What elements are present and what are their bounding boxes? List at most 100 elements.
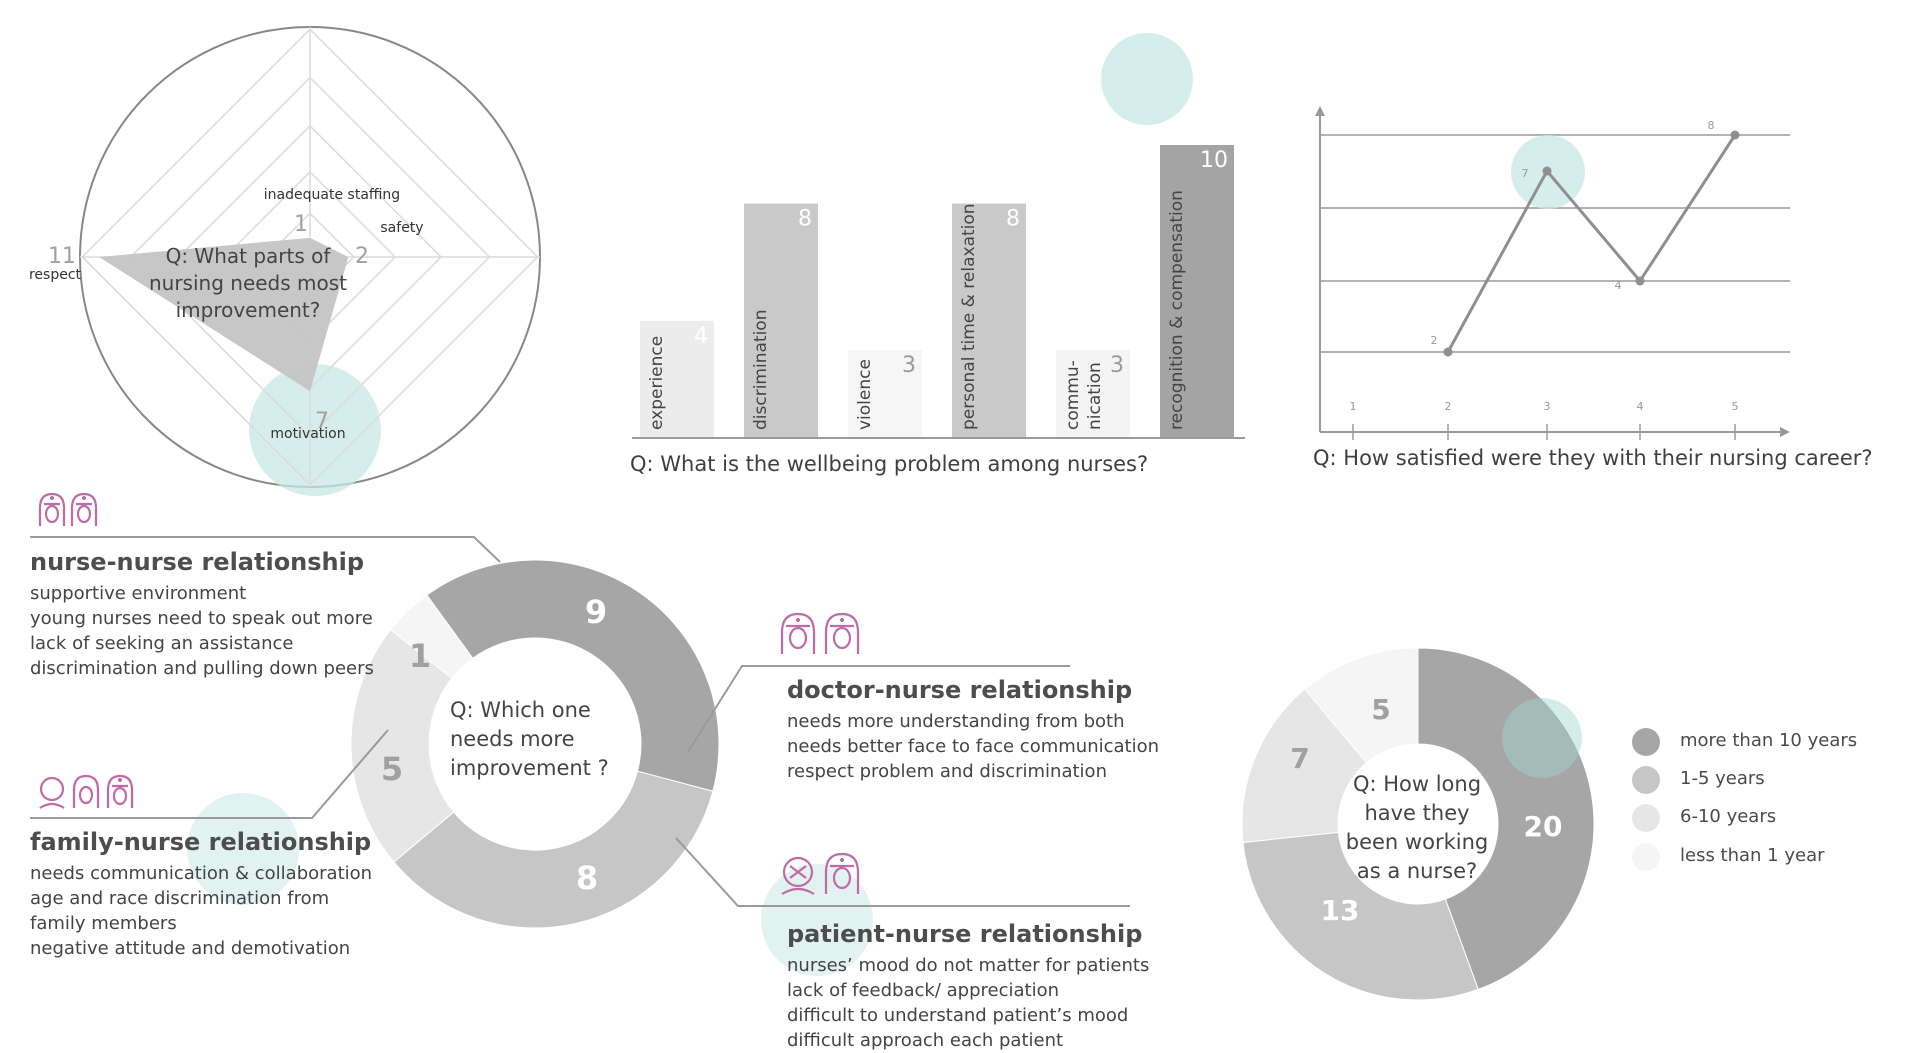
- bar-value-label: 8: [798, 207, 812, 232]
- donut-slice: [350, 629, 455, 863]
- donut-value-label: 5: [381, 750, 403, 788]
- family-icon: [39, 774, 134, 809]
- nurse-relationship-list: supportive environment young nurses need…: [30, 581, 374, 681]
- patient-nurse-icon: [781, 852, 860, 895]
- legend-label: more than 10 years: [1680, 730, 1858, 751]
- bar-category-label: recognition & compensation: [1167, 190, 1187, 430]
- radar-data-area: [99, 237, 349, 392]
- line-chart-title: Q: How satisfied were they with their nu…: [1313, 446, 1873, 470]
- radar-axis-label: inadequate staffing: [264, 187, 400, 203]
- bar-category-label: discrimination: [751, 310, 771, 430]
- patient-relationship-list: nurses’ mood do not matter for patients …: [787, 953, 1149, 1053]
- years-highlight-circle: [1502, 698, 1582, 778]
- list-item: age and race discrimination from: [30, 888, 330, 909]
- bar-category-label: experience: [647, 336, 667, 430]
- line-x-tick-label: 3: [1544, 400, 1551, 413]
- donut-value-label: 20: [1524, 810, 1563, 843]
- connector-family: [30, 729, 389, 819]
- list-item: needs communication & collaboration: [30, 863, 373, 884]
- line-y-arrow: [1315, 106, 1325, 116]
- bar-value-label: 4: [694, 324, 708, 349]
- bar-category-label: personal time & relaxation: [959, 203, 979, 430]
- list-item: lack of feedback/ appreciation: [787, 980, 1059, 1001]
- line-x-tick-label: 4: [1637, 400, 1644, 413]
- family-relationship-title: family-nurse relationship: [30, 828, 372, 856]
- line-point: [1443, 347, 1453, 357]
- donut-slice: [1242, 831, 1479, 1001]
- bar: [952, 203, 1026, 438]
- bar-value-label: 3: [902, 353, 916, 378]
- bar: [744, 203, 818, 438]
- line-point: [1635, 276, 1645, 286]
- radar-axis-label: safety: [380, 220, 423, 236]
- list-item: needs more understanding from both: [787, 711, 1125, 732]
- years-donut-chart: 20 13 7 5: [1241, 647, 1595, 1001]
- line-point-label: 2: [1431, 334, 1438, 347]
- radar-value-label: 7: [315, 409, 329, 434]
- legend-swatch: [1632, 804, 1660, 832]
- line-x-tick-label: 5: [1732, 400, 1739, 413]
- bar-category-label: commu-: [1063, 360, 1083, 430]
- line-point: [1542, 166, 1552, 176]
- list-item: supportive environment: [30, 583, 247, 604]
- line-series: [1446, 134, 1737, 353]
- donut-slice: [393, 770, 714, 929]
- bar: [848, 350, 922, 438]
- bar: [1160, 145, 1234, 438]
- donut-value-label: 9: [585, 593, 607, 631]
- radar-axis-label: motivation: [270, 426, 345, 442]
- list-item: lack of seeking an assistance: [30, 633, 294, 654]
- bar-chart-title: Q: What is the wellbeing problem among n…: [630, 452, 1149, 476]
- relationship-donut-center-text: Q: Which one needs more improvement ?: [450, 698, 609, 780]
- donut-highlight-circle-2: [761, 864, 873, 976]
- bar-category-label: violence: [855, 359, 875, 430]
- donut-value-label: 1: [409, 637, 431, 675]
- line-point: [1730, 130, 1740, 140]
- radar-value-label: 11: [48, 244, 76, 269]
- donut-slice: [1241, 688, 1368, 843]
- line-point-label: 7: [1522, 167, 1529, 180]
- list-item: difficult approach each patient: [787, 1030, 1064, 1051]
- radar-highlight-circle: [249, 364, 381, 496]
- list-item: discrimination and pulling down peers: [30, 658, 374, 679]
- doctor-nurse-icon: [780, 612, 860, 654]
- donut-slice: [1417, 647, 1595, 991]
- bar-value-label: 10: [1200, 148, 1228, 173]
- satisfaction-line-chart: 1 2 3 4 5 2 7 4 8: [1315, 106, 1790, 440]
- donut-slice: [426, 559, 720, 792]
- radar-center-text: Q: What parts of nursing needs most impr…: [148, 244, 348, 322]
- years-donut-center-text: Q: How long have they been working as a …: [1345, 772, 1489, 883]
- bar-value-label: 8: [1006, 207, 1020, 232]
- donut-slice: [389, 594, 474, 679]
- connector-nurse: [30, 536, 501, 563]
- wellbeing-bar-chart: 4 experience 8 discrimination 3 violence 8 pers…: [632, 33, 1245, 439]
- donut-value-label: 13: [1321, 894, 1360, 927]
- legend-label: 6-10 years: [1680, 806, 1777, 827]
- radar-chart: 1 2 7 11 inadequate staffing safety motivation…: [29, 26, 541, 496]
- list-item: difficult to understand patient’s mood: [787, 1005, 1129, 1026]
- donut-highlight-circle: [187, 793, 299, 905]
- connector-lines: [30, 536, 1130, 907]
- legend-swatch: [1632, 843, 1660, 871]
- doctor-relationship-title: doctor-nurse relationship: [787, 676, 1133, 704]
- line-x-tick-label: 2: [1445, 400, 1452, 413]
- legend-swatch: [1632, 728, 1660, 756]
- list-item: nurses’ mood do not matter for patients: [787, 955, 1150, 976]
- legend-label: 1-5 years: [1680, 768, 1765, 789]
- list-item: young nurses need to speak out more: [30, 608, 373, 629]
- list-item: family members: [30, 913, 177, 934]
- line-point-label: 8: [1708, 119, 1715, 132]
- family-relationship-list: needs communication & collaboration age …: [30, 861, 372, 961]
- donut-value-label: 7: [1290, 742, 1309, 775]
- line-x-tick-label: 1: [1350, 400, 1357, 413]
- bar-category-label: nication: [1085, 362, 1105, 430]
- doctor-relationship-list: needs more understanding from both needs…: [787, 709, 1159, 784]
- list-item: needs better face to face communication: [787, 736, 1160, 757]
- connector-doctor: [687, 665, 1070, 753]
- line-x-arrow: [1780, 427, 1790, 437]
- patient-relationship-title: patient-nurse relationship: [787, 920, 1143, 948]
- radar-axis-label: respect: [29, 267, 82, 283]
- list-item: negative attitude and demotivation: [30, 938, 351, 959]
- legend-swatch: [1632, 766, 1660, 794]
